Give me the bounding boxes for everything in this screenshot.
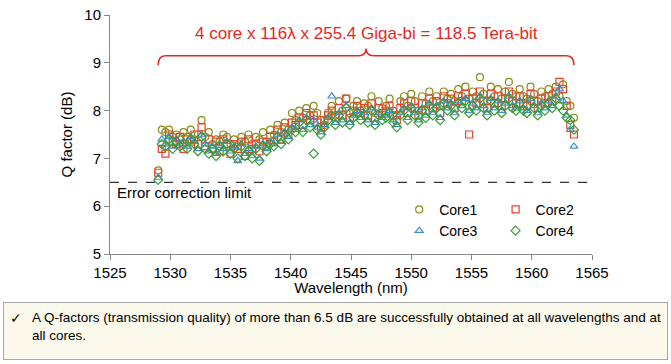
svg-text:1550: 1550 xyxy=(395,264,428,281)
svg-text:Wavelength (nm): Wavelength (nm) xyxy=(294,279,408,296)
svg-text:8: 8 xyxy=(93,102,101,119)
svg-text:4 core x 116λ x 255.4 Giga-bi: 4 core x 116λ x 255.4 Giga-bi = 118.5 Te… xyxy=(195,24,538,43)
svg-text:1560: 1560 xyxy=(515,264,548,281)
svg-text:7: 7 xyxy=(93,150,101,167)
svg-text:Core1: Core1 xyxy=(439,202,477,218)
svg-text:1545: 1545 xyxy=(334,264,367,281)
svg-text:1565: 1565 xyxy=(575,264,608,281)
svg-text:6: 6 xyxy=(93,197,101,214)
svg-text:1525: 1525 xyxy=(93,264,126,281)
svg-text:1555: 1555 xyxy=(455,264,488,281)
svg-text:Error correction limit: Error correction limit xyxy=(117,184,252,201)
svg-text:Core3: Core3 xyxy=(439,223,477,239)
svg-text:10: 10 xyxy=(84,6,101,23)
svg-text:Core2: Core2 xyxy=(536,202,574,218)
svg-text:Core4: Core4 xyxy=(536,223,574,239)
svg-text:1535: 1535 xyxy=(214,264,247,281)
svg-text:Q factor (dB): Q factor (dB) xyxy=(58,92,75,178)
svg-text:1540: 1540 xyxy=(274,264,307,281)
svg-text:1530: 1530 xyxy=(154,264,187,281)
svg-text:9: 9 xyxy=(93,54,101,71)
html-text:A Q-factors (transmission qual: A Q-factors (transmission quality) of mo… xyxy=(32,310,661,343)
svg-text:5: 5 xyxy=(93,245,101,262)
